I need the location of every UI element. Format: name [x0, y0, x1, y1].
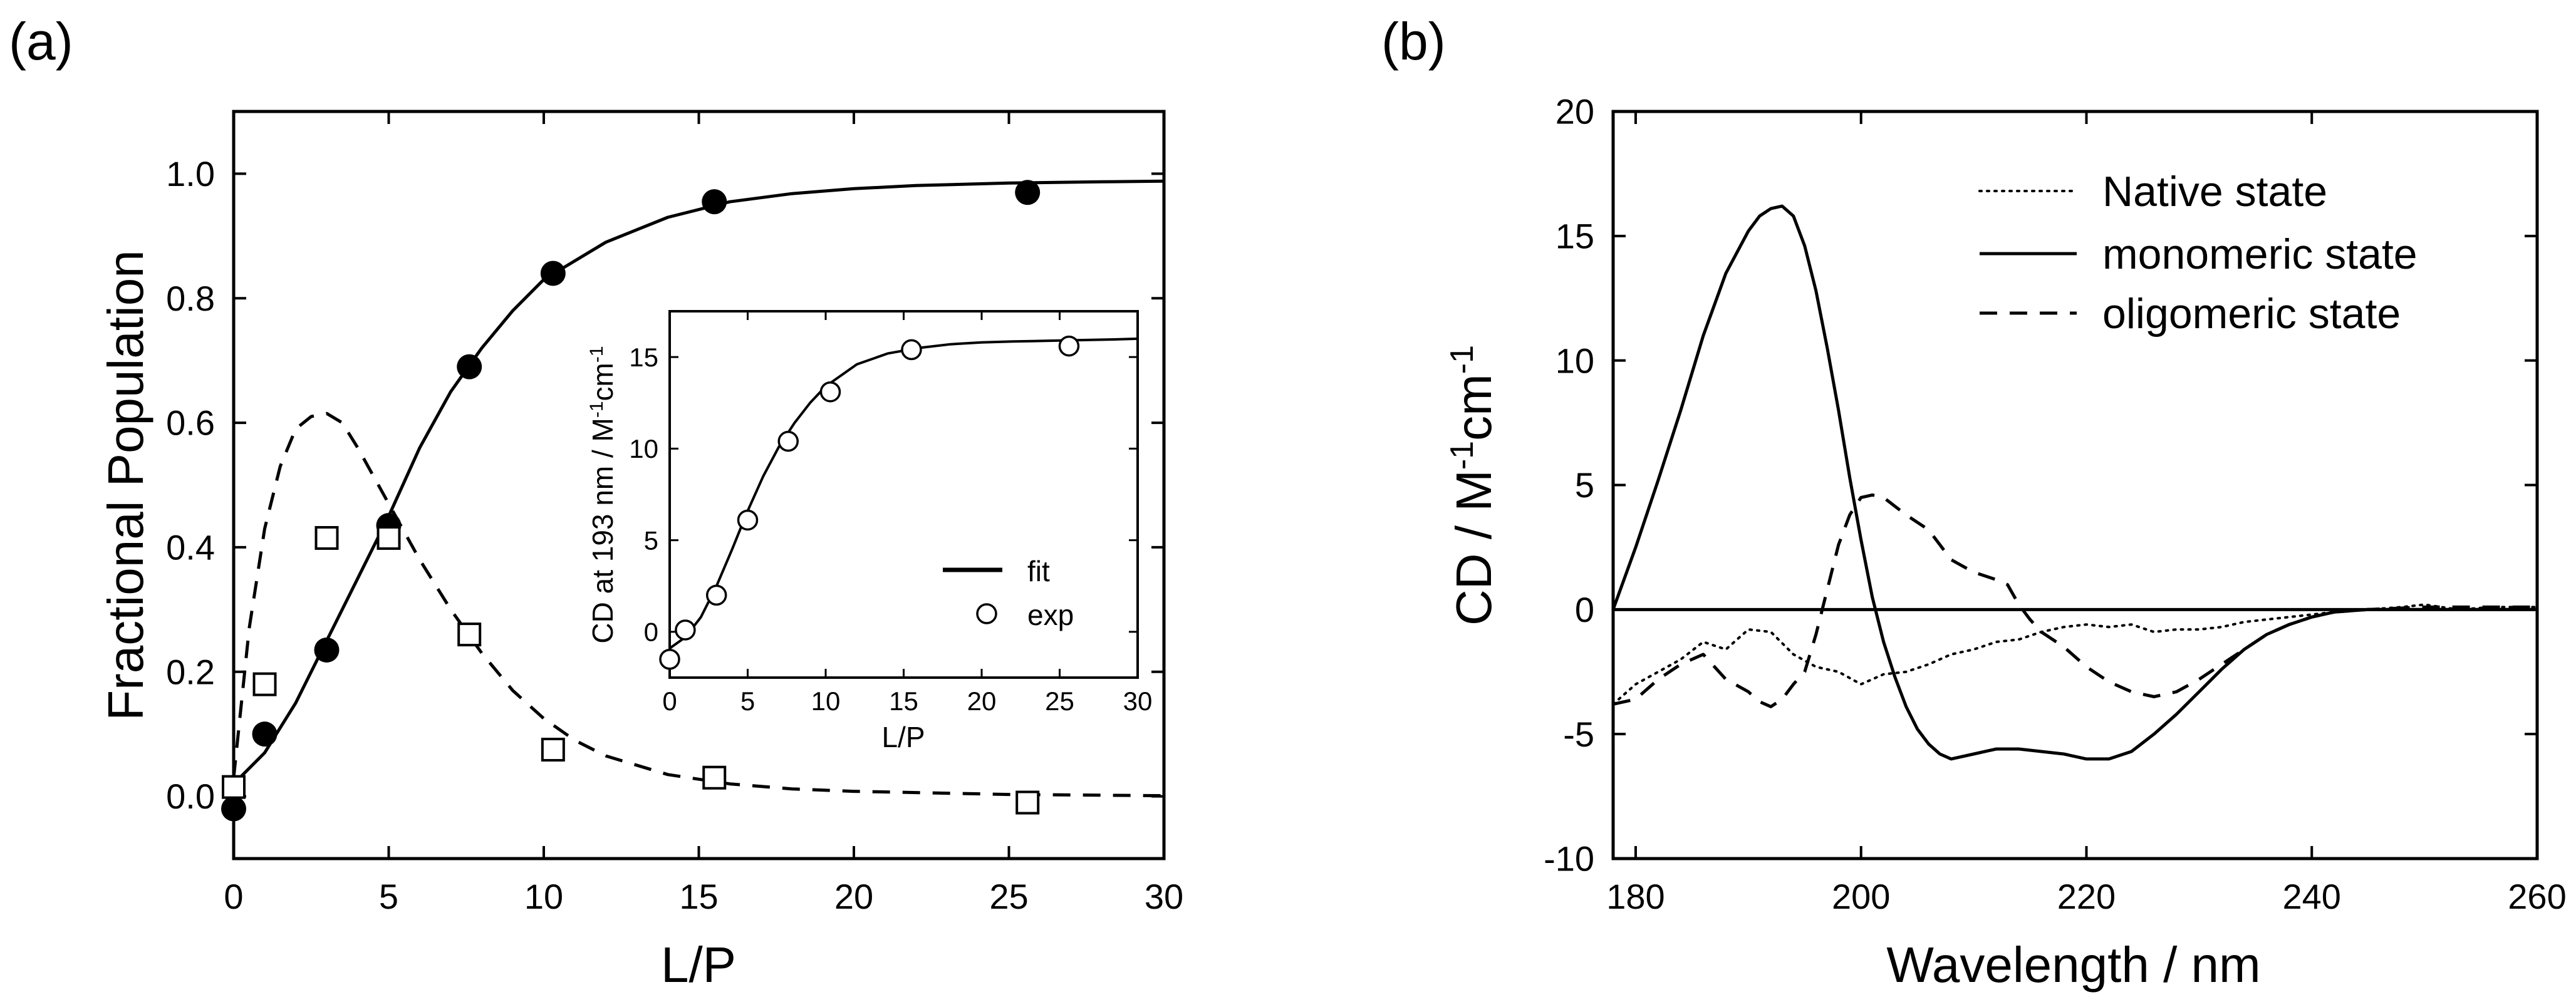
y-tick-label: 10: [1555, 341, 1594, 380]
open-square-point: [457, 622, 482, 647]
panel-b-x-axis-title: Wavelength / nm: [1886, 937, 2260, 993]
inset-exp-point: [1058, 335, 1080, 357]
x-tick-label: 25: [1045, 686, 1074, 716]
x-tick-label: 30: [1145, 877, 1183, 916]
panel-a-inset: 0 5 10 15 20 25 30 0 5 10 15 L/P CD at 193 nm / M…: [586, 310, 1152, 753]
x-tick-label: 20: [967, 686, 997, 716]
x-tick-label: 5: [740, 686, 755, 716]
x-tick-label: 5: [379, 877, 398, 916]
inset-exp-point: [777, 430, 799, 452]
panel-a-y-axis-title: Fractional Population: [98, 250, 153, 721]
inset-ticks: [668, 311, 1139, 678]
panel-b-x-tick-labels: 180 200 220 240 260: [1606, 877, 2566, 916]
legend-native-label: Native state: [2102, 168, 2327, 215]
x-tick-label: 180: [1606, 877, 1665, 916]
inset-legend-exp-label: exp: [1027, 599, 1074, 631]
y-tick-label: -10: [1544, 839, 1594, 879]
inset-markers: [659, 335, 1080, 670]
y-tick-label: 20: [1555, 92, 1594, 132]
inset-curves: [668, 337, 1138, 649]
inset-exp-point: [675, 619, 696, 641]
inset-exp-point: [705, 584, 727, 606]
inset-exp-point: [901, 339, 922, 361]
panel-a-curves: [232, 179, 1165, 798]
panel-a-label: (a): [9, 12, 73, 71]
open-square-point: [702, 765, 727, 790]
panel-b-Native-state-line: [1612, 603, 2538, 706]
panel-a-intermediate-fit-line: [232, 411, 1165, 798]
panel-b-legend: Native state monomeric state oligomeric …: [1978, 168, 2418, 338]
panel-b-label: (b): [1381, 12, 1446, 71]
filled-circle-point: [457, 354, 482, 380]
y-tick-label: 5: [644, 525, 658, 555]
inset-fit-line: [668, 337, 1138, 649]
y-tick-label: 0.8: [166, 279, 215, 318]
y-tick-label: 0: [644, 617, 658, 647]
filled-circle-point: [314, 637, 340, 663]
y-tick-label: 0.4: [166, 528, 215, 567]
inset-x-tick-labels: 0 5 10 15 20 25 30: [662, 686, 1152, 716]
filled-circle-point: [221, 796, 246, 822]
inset-x-axis-title: L/P: [881, 721, 925, 753]
inset-y-tick-labels: 0 5 10 15: [629, 343, 658, 647]
inset-legend: fit exp: [943, 555, 1074, 631]
open-square-point: [377, 526, 401, 550]
panel-b-y-axis-title: CD / M-1cm-1: [1444, 345, 1502, 626]
open-square-point: [541, 738, 565, 762]
y-tick-label: 5: [1575, 465, 1594, 505]
x-tick-label: 220: [2057, 877, 2116, 916]
panel-a-markers: [221, 180, 1041, 822]
y-tick-label: -5: [1563, 715, 1594, 754]
panel-a-x-tick-labels: 0 5 10 15 20 25 30: [224, 877, 1183, 916]
inset-background: [670, 311, 1138, 678]
y-tick-label: 0.2: [166, 652, 215, 691]
panel-b: (b) 180 200 220 240 260 -10 -5 0 5 10 15 20 Wavele…: [1381, 12, 2567, 993]
filled-circle-point: [252, 721, 278, 747]
x-tick-label: 25: [989, 877, 1028, 916]
open-square-point: [1015, 790, 1040, 815]
x-tick-label: 10: [524, 877, 563, 916]
open-square-point: [314, 526, 339, 550]
inset-exp-point: [659, 649, 680, 670]
inset-exp-point: [819, 381, 841, 403]
y-tick-label: 15: [629, 343, 658, 372]
y-tick-label: 0.6: [166, 403, 215, 443]
x-tick-label: 15: [679, 877, 718, 916]
x-tick-label: 10: [811, 686, 841, 716]
y-tick-label: 0: [1575, 590, 1594, 629]
inset-legend-exp-marker: [976, 603, 997, 624]
legend-monomeric-label: monomeric state: [2102, 230, 2418, 278]
panel-b-curves: [1611, 204, 2538, 761]
inset-exp-point: [737, 509, 759, 531]
panel-a: (a) 0 5 10 15 20 25 30 0.00.20.40.60.81.0 L/P …: [9, 12, 1183, 993]
x-tick-label: 30: [1123, 686, 1153, 716]
x-tick-label: 260: [2508, 877, 2566, 916]
panel-a-x-axis-title: L/P: [661, 937, 736, 993]
panel-a-sigmoid-fit-line: [232, 179, 1165, 785]
x-tick-label: 20: [834, 877, 873, 916]
open-square-point: [252, 672, 277, 696]
x-tick-label: 240: [2283, 877, 2341, 916]
filled-circle-point: [1015, 180, 1041, 205]
y-tick-label: 15: [1555, 216, 1594, 256]
open-square-point: [222, 775, 246, 799]
x-tick-label: 15: [889, 686, 918, 716]
panel-b-y-tick-labels: -10 -5 0 5 10 15 20: [1544, 92, 1594, 879]
panel-a-y-tick-labels: 0.0 0.2 0.4 0.6 0.8 1.0: [166, 154, 215, 816]
x-tick-label: 0: [662, 686, 677, 716]
panel-b-oligomeric-state-line: [1613, 493, 2537, 708]
legend-oligomeric-label: oligomeric state: [2102, 290, 2401, 338]
x-tick-label: 0: [224, 877, 243, 916]
x-tick-label: 200: [1832, 877, 1890, 916]
inset-legend-fit-label: fit: [1027, 555, 1050, 587]
filled-circle-point: [702, 189, 727, 215]
y-tick-label: 0.0: [166, 777, 215, 816]
filled-circle-point: [540, 261, 566, 286]
y-tick-label: 10: [629, 434, 658, 463]
inset-y-axis-title: CD at 193 nm / M-1cm-1: [586, 346, 620, 643]
y-tick-label: 1.0: [166, 154, 215, 194]
panel-a-ticks: [232, 111, 1165, 859]
